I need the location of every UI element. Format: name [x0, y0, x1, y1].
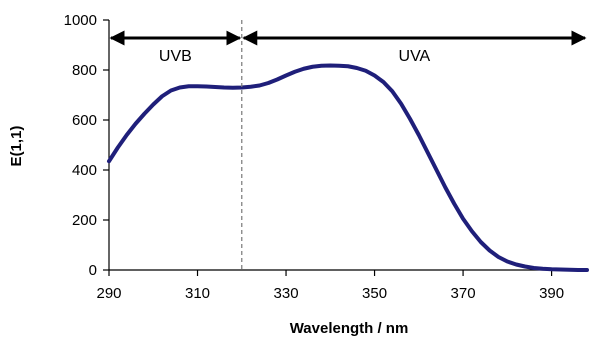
y-tick-label: 600 — [72, 112, 97, 129]
annotation-layer: UVB UVA — [109, 20, 587, 270]
y-axis-title: E(1,1) — [8, 126, 25, 167]
x-tick-label: 370 — [451, 285, 476, 302]
region-label-uvb: UVB — [159, 48, 192, 65]
x-tick-label: 350 — [362, 285, 387, 302]
y-tick-label: 1000 — [64, 12, 97, 29]
series-layer — [107, 63, 589, 272]
region-label-uva: UVA — [399, 48, 431, 65]
y-tick-label: 200 — [72, 212, 97, 229]
y-tick-label: 400 — [72, 162, 97, 179]
y-tick-label: 0 — [89, 262, 97, 279]
axes: 0 200 400 600 800 1000 290 310 330 350 370 390 — [64, 12, 587, 302]
x-tick-label: 310 — [185, 285, 210, 302]
x-axis-title: Wavelength / nm — [290, 320, 409, 337]
x-tick-label: 390 — [539, 285, 564, 302]
x-tick-label: 330 — [274, 285, 299, 302]
x-tick-label: 290 — [96, 285, 121, 302]
series-line — [107, 63, 589, 272]
y-tick-label: 800 — [72, 62, 97, 79]
